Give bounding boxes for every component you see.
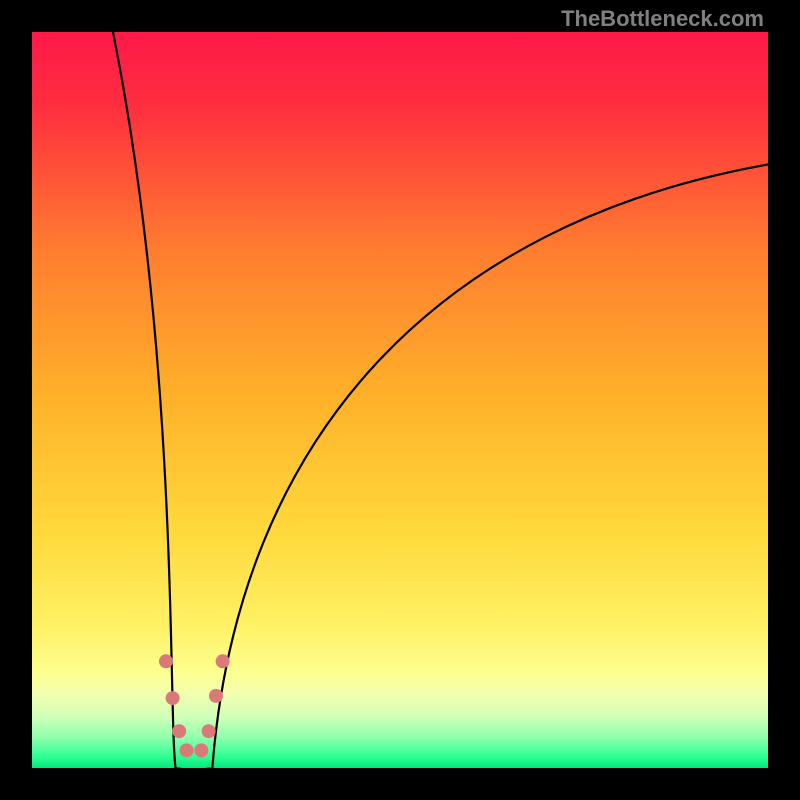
marker-point: [202, 724, 216, 738]
chart-svg: [32, 32, 768, 768]
marker-point: [180, 743, 194, 757]
plot-area: [32, 32, 768, 768]
gradient-background: [32, 32, 768, 768]
marker-point: [194, 743, 208, 757]
marker-point: [166, 691, 180, 705]
watermark-text: TheBottleneck.com: [561, 6, 764, 32]
marker-point: [159, 654, 173, 668]
marker-point: [216, 654, 230, 668]
marker-point: [209, 689, 223, 703]
marker-point: [172, 724, 186, 738]
